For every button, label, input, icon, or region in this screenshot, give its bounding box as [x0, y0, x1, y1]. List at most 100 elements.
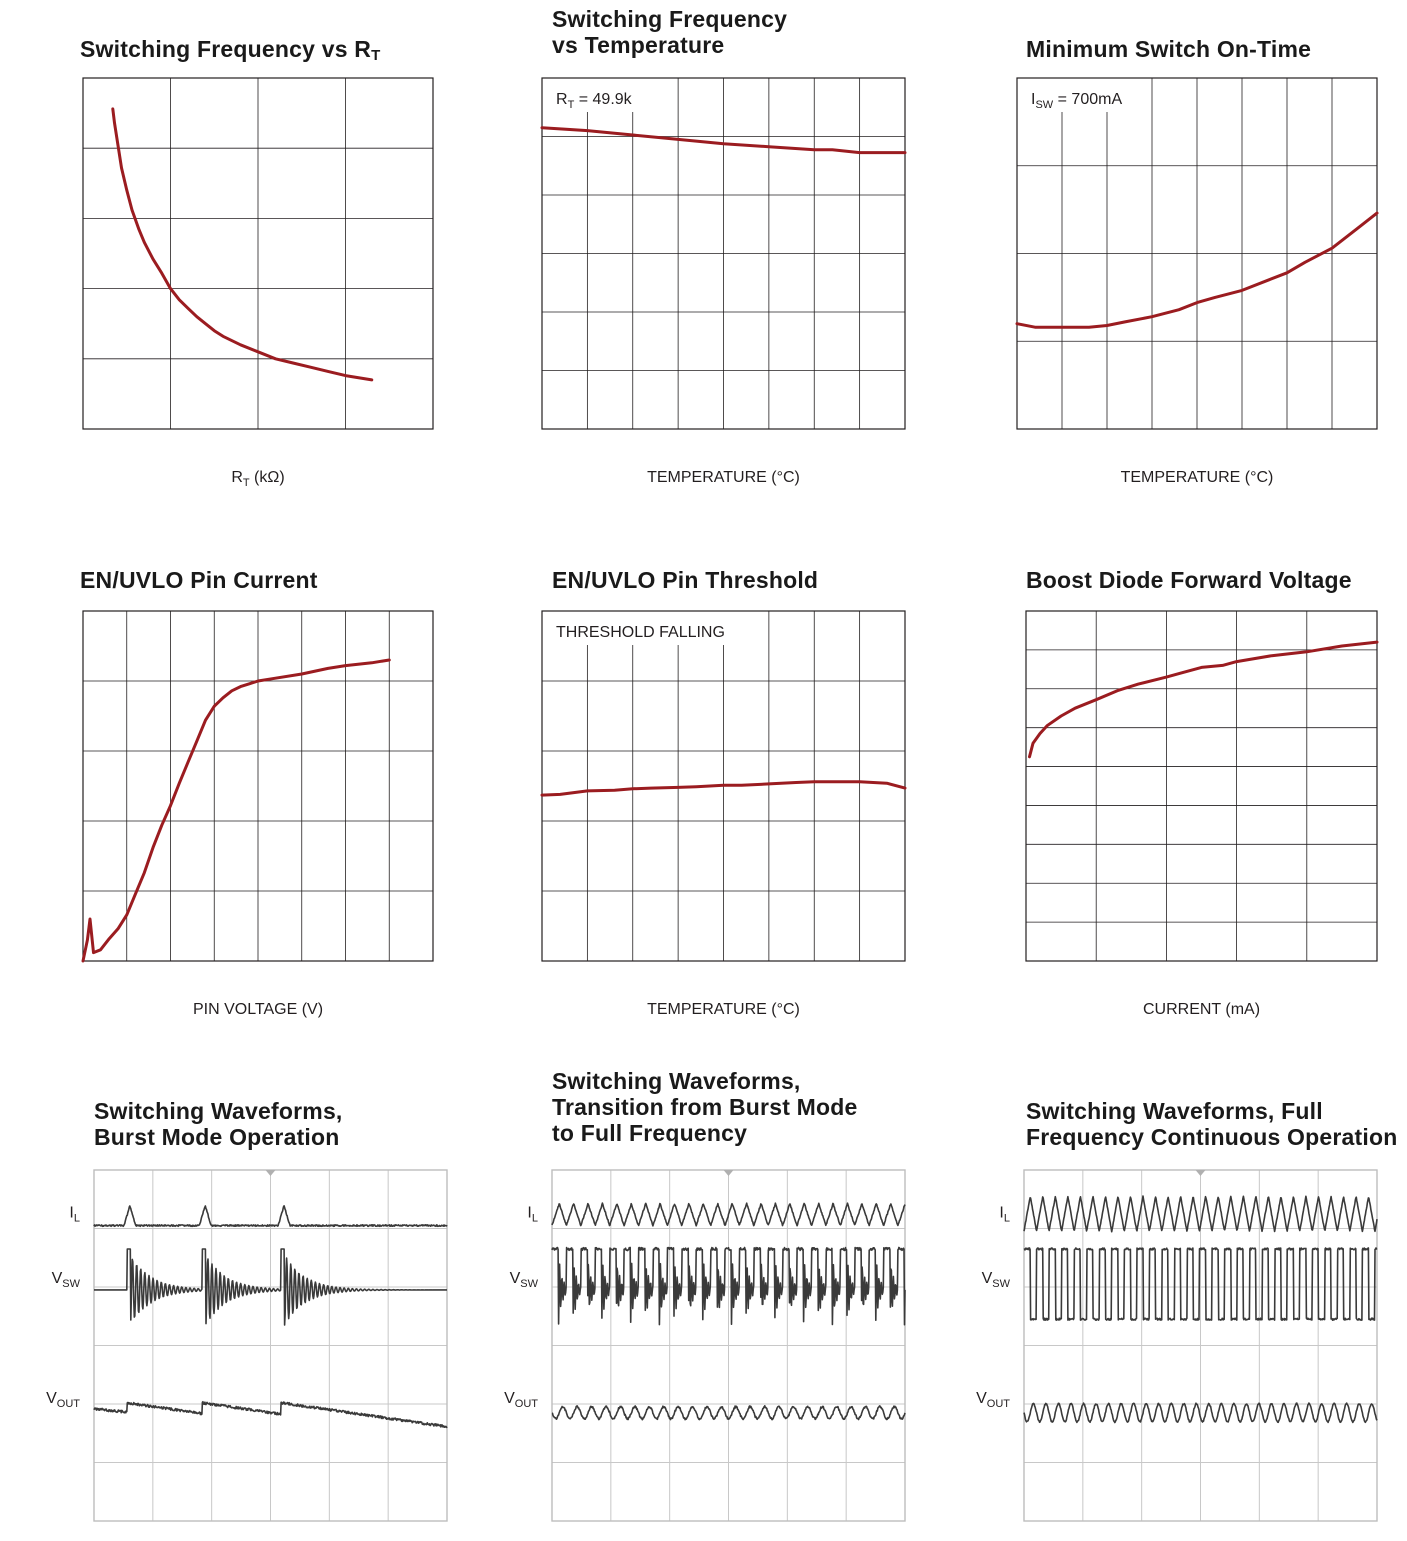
channel-il-name: IL: [69, 1205, 80, 1225]
inductor-current-trace: [551, 1202, 906, 1227]
data-point: [632, 788, 634, 790]
data-point: [301, 673, 303, 675]
channel-vout-name: VOUT: [46, 1390, 80, 1410]
plot-annotation: THRESHOLD FALLING: [556, 624, 725, 641]
data-point: [813, 781, 815, 783]
data-point: [187, 761, 189, 763]
data-point: [813, 149, 815, 151]
data-point: [113, 122, 115, 124]
chart-svg-g18: TEMPERATURE (°C) THRESHOLD FALLING: [540, 610, 907, 1018]
plot-frame: [82, 610, 434, 962]
data-point: [1341, 645, 1343, 647]
data-point: [722, 784, 724, 786]
scope-panel-g22: Switching Waveforms, Full Frequency Conti…: [930, 1060, 1407, 1541]
data-point: [204, 719, 206, 721]
data-point: [82, 960, 84, 962]
scope-svg-g20: ILVSWVOUTVIN = 12V; FRONT PAGE APPLICATI…: [46, 1169, 448, 1522]
data-point: [86, 939, 88, 941]
data-point: [161, 824, 163, 826]
x-axis-label: CURRENT (mA): [1143, 1001, 1260, 1018]
data-point: [559, 793, 561, 795]
data-series-line: [1015, 211, 1379, 329]
data-point: [1304, 261, 1306, 263]
data-point: [89, 918, 91, 920]
data-point: [904, 787, 906, 789]
data-point: [1124, 321, 1126, 323]
plot-frame: [82, 77, 434, 430]
data-point: [632, 134, 634, 136]
data-point: [196, 740, 198, 742]
data-point: [222, 335, 224, 337]
data-point: [1137, 683, 1139, 685]
data-point: [274, 677, 276, 679]
chart-panel-g17: EN/UVLO Pin Current PIN VOLTAGE (V): [0, 540, 440, 1040]
data-point: [213, 330, 215, 332]
data-point: [327, 667, 329, 669]
scope-panel-g20: Switching Waveforms, Burst Mode Operation…: [0, 1060, 460, 1541]
switch-voltage-trace: [1023, 1247, 1378, 1321]
channel-vout-name: VOUT: [976, 1390, 1010, 1410]
data-point: [178, 299, 180, 301]
data-point: [274, 358, 276, 360]
data-point: [134, 893, 136, 895]
data-point: [1376, 212, 1378, 214]
data-point: [1196, 301, 1198, 303]
chart-panel-g18: EN/UVLO Pin Threshold TEMPERATURE (°C) THR…: [470, 540, 910, 1040]
data-point: [1034, 326, 1036, 328]
data-point: [541, 127, 543, 129]
plot-annotation: ISW = 700mA: [1031, 91, 1122, 111]
data-point: [152, 846, 154, 848]
chart-title: EN/UVLO Pin Current: [80, 567, 318, 593]
data-point: [248, 683, 250, 685]
scope-title: Switching Waveforms, Transition from Burs…: [552, 1068, 858, 1146]
data-point: [858, 781, 860, 783]
data-point: [126, 914, 128, 916]
chart-title: Boost Diode Forward Voltage: [1026, 567, 1352, 593]
data-point: [740, 784, 742, 786]
data-point: [169, 287, 171, 289]
data-point: [1200, 666, 1202, 668]
scope-panel-g21: Switching Waveforms, Transition from Burs…: [460, 1060, 930, 1541]
scope-title: Switching Waveforms, Full Frequency Conti…: [1026, 1098, 1398, 1150]
trigger-marker-icon: [265, 1170, 276, 1176]
data-point: [1271, 655, 1273, 657]
output-voltage-trace: [93, 1400, 448, 1429]
data-point: [152, 258, 154, 260]
data-point: [695, 786, 697, 788]
data-point: [613, 789, 615, 791]
data-point: [1268, 279, 1270, 281]
data-point: [1060, 715, 1062, 717]
trigger-marker-icon: [723, 1170, 734, 1176]
scope-title: Switching Waveforms, Burst Mode Operation: [94, 1098, 343, 1150]
plot-frame: [541, 77, 906, 430]
switch-voltage-trace: [93, 1248, 448, 1326]
data-point: [213, 705, 215, 707]
plot-frame: [1016, 77, 1378, 430]
data-point: [239, 685, 241, 687]
data-point: [239, 344, 241, 346]
data-point: [1241, 289, 1243, 291]
channel-vout-name: VOUT: [504, 1390, 538, 1410]
data-point: [831, 149, 833, 151]
data-series-line: [1028, 640, 1379, 759]
chart-svg-g17: PIN VOLTAGE (V): [81, 610, 434, 1018]
data-point: [677, 138, 679, 140]
data-series-line: [111, 107, 374, 382]
data-point: [108, 937, 110, 939]
data-point: [222, 697, 224, 699]
data-point: [831, 781, 833, 783]
data-point: [768, 146, 770, 148]
data-point: [1046, 725, 1048, 727]
data-point: [1286, 272, 1288, 274]
data-point: [104, 943, 106, 945]
data-point: [126, 189, 128, 191]
data-point: [117, 144, 119, 146]
x-axis-label: TEMPERATURE (°C): [647, 469, 800, 486]
data-point: [768, 783, 770, 785]
data-point: [1028, 756, 1030, 758]
data-point: [99, 949, 101, 951]
data-point: [650, 787, 652, 789]
data-point: [161, 272, 163, 274]
chart-panel-g16: Minimum Switch On-Time TEMPERATURE (°C) IS…: [940, 0, 1407, 520]
data-series-line: [81, 658, 391, 963]
